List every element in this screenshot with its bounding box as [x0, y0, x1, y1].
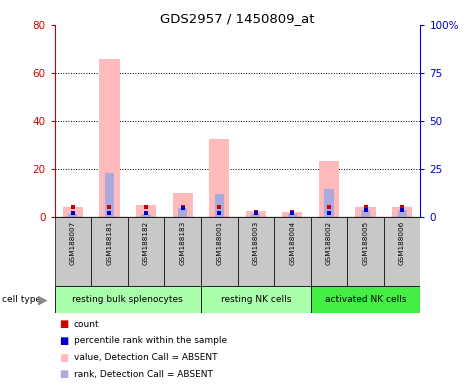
- Text: ■: ■: [59, 369, 68, 379]
- Bar: [128, 217, 164, 286]
- Point: [289, 210, 296, 216]
- Bar: [172, 193, 193, 217]
- Text: GSM188005: GSM188005: [362, 220, 369, 265]
- Point: [216, 204, 223, 210]
- Bar: [398, 210, 407, 217]
- Text: ■: ■: [59, 319, 68, 329]
- Bar: [105, 173, 114, 217]
- Text: GSM188183: GSM188183: [180, 220, 186, 265]
- Text: GSM188007: GSM188007: [70, 220, 76, 265]
- Point: [362, 204, 370, 210]
- Text: cell type: cell type: [2, 295, 41, 304]
- Bar: [355, 207, 376, 217]
- Point: [179, 204, 186, 210]
- Bar: [91, 217, 128, 286]
- Bar: [136, 205, 156, 217]
- Point: [325, 204, 332, 210]
- Bar: [246, 211, 266, 217]
- Text: GSM188182: GSM188182: [143, 220, 149, 265]
- Point: [142, 204, 150, 210]
- Text: GSM188001: GSM188001: [216, 220, 222, 265]
- Text: resting bulk splenocytes: resting bulk splenocytes: [72, 295, 183, 304]
- Text: count: count: [74, 320, 99, 329]
- Bar: [215, 194, 224, 217]
- Bar: [311, 286, 420, 313]
- Bar: [55, 286, 201, 313]
- Point: [142, 210, 150, 216]
- Text: GSM188181: GSM188181: [106, 220, 113, 265]
- Bar: [392, 207, 412, 217]
- Point: [289, 209, 296, 215]
- Text: GSM188004: GSM188004: [289, 220, 295, 265]
- Bar: [347, 217, 384, 286]
- Text: rank, Detection Call = ABSENT: rank, Detection Call = ABSENT: [74, 369, 212, 379]
- Text: percentile rank within the sample: percentile rank within the sample: [74, 336, 227, 346]
- Point: [105, 210, 113, 216]
- Text: activated NK cells: activated NK cells: [325, 295, 406, 304]
- Bar: [164, 217, 201, 286]
- Text: ■: ■: [59, 353, 68, 362]
- Point: [252, 209, 259, 215]
- Point: [252, 210, 259, 216]
- Point: [398, 204, 406, 210]
- Bar: [361, 210, 370, 217]
- Bar: [142, 214, 151, 217]
- Bar: [178, 209, 187, 217]
- Point: [69, 210, 77, 216]
- Bar: [311, 217, 347, 286]
- Text: GSM188003: GSM188003: [253, 220, 259, 265]
- Bar: [201, 286, 311, 313]
- Point: [398, 207, 406, 214]
- Bar: [324, 189, 333, 217]
- Bar: [68, 214, 77, 217]
- Text: ■: ■: [59, 336, 68, 346]
- Bar: [319, 161, 339, 217]
- Text: value, Detection Call = ABSENT: value, Detection Call = ABSENT: [74, 353, 217, 362]
- Text: GSM188006: GSM188006: [399, 220, 405, 265]
- Point: [69, 204, 77, 210]
- Bar: [288, 214, 297, 217]
- Text: GSM188002: GSM188002: [326, 220, 332, 265]
- Point: [179, 205, 186, 212]
- Text: ▶: ▶: [38, 293, 48, 306]
- Bar: [209, 139, 229, 217]
- Point: [362, 207, 370, 214]
- Bar: [384, 217, 420, 286]
- Bar: [201, 217, 238, 286]
- Bar: [251, 214, 260, 217]
- Point: [216, 210, 223, 216]
- Bar: [99, 59, 120, 217]
- Text: resting NK cells: resting NK cells: [220, 295, 291, 304]
- Bar: [63, 207, 83, 217]
- Text: GDS2957 / 1450809_at: GDS2957 / 1450809_at: [160, 12, 315, 25]
- Bar: [274, 217, 311, 286]
- Bar: [55, 217, 91, 286]
- Point: [325, 210, 332, 216]
- Point: [105, 204, 113, 210]
- Bar: [238, 217, 274, 286]
- Bar: [282, 212, 303, 217]
